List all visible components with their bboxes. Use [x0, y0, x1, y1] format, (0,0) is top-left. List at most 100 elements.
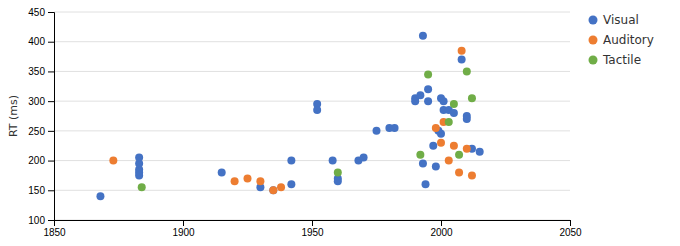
tick-label: 300	[28, 96, 45, 107]
tick-mark	[48, 220, 54, 221]
point	[432, 163, 440, 171]
point	[416, 91, 424, 99]
point	[424, 85, 432, 93]
tick-mark	[48, 71, 54, 72]
grid-line	[54, 160, 570, 161]
tick-label: 450	[28, 7, 45, 18]
point	[231, 177, 239, 185]
axis-line	[55, 221, 571, 227]
tick-label: 1900	[172, 227, 195, 238]
marks	[96, 32, 483, 200]
legend-marker	[589, 36, 598, 45]
point	[458, 47, 466, 55]
point	[432, 124, 440, 132]
tick-label: 2000	[430, 227, 453, 238]
point	[287, 157, 295, 165]
y-axis: 100150200250300350400450	[28, 7, 54, 226]
x-axis: 18501900195020002050	[43, 220, 582, 238]
point	[334, 177, 342, 185]
point	[422, 180, 430, 188]
point	[416, 151, 424, 159]
tick-mark	[48, 161, 54, 162]
point	[138, 183, 146, 191]
tick-mark	[441, 220, 442, 226]
point	[424, 97, 432, 105]
tick-label: 350	[28, 66, 45, 77]
point	[334, 168, 342, 176]
tick: 400	[28, 36, 54, 47]
tick: 250	[28, 126, 54, 137]
point	[463, 145, 471, 153]
tick: 1850	[43, 220, 66, 238]
tick: 450	[28, 7, 54, 18]
tick: 2000	[430, 220, 453, 238]
plot-area: 1850190019502000205010015020025030035040…	[28, 7, 582, 238]
point	[256, 177, 264, 185]
legend: Visual Auditory Tactile	[589, 13, 654, 67]
point	[463, 67, 471, 75]
tick-mark	[48, 190, 54, 191]
series	[138, 67, 476, 191]
point	[437, 139, 445, 147]
tick-mark	[183, 220, 184, 226]
point	[455, 151, 463, 159]
tick: 1950	[301, 220, 324, 238]
grid-line	[54, 101, 570, 102]
point	[476, 148, 484, 156]
tick-mark	[48, 131, 54, 132]
point	[96, 192, 104, 200]
grid-line	[54, 190, 570, 191]
point	[109, 157, 117, 165]
point	[329, 157, 337, 165]
legend-label: Visual	[603, 13, 639, 27]
point	[313, 106, 321, 114]
tick-mark	[570, 220, 571, 226]
tick: 1900	[172, 220, 195, 238]
axis-line	[48, 13, 55, 221]
tick-mark	[48, 12, 54, 13]
series	[96, 32, 483, 200]
point	[468, 171, 476, 179]
tick-label: 100	[28, 215, 45, 226]
tick: 200	[28, 155, 54, 166]
point	[450, 100, 458, 108]
point	[218, 168, 226, 176]
series	[109, 47, 476, 195]
point	[445, 157, 453, 165]
tick-mark	[48, 42, 54, 43]
grid-line	[54, 71, 570, 72]
point	[450, 109, 458, 117]
point	[463, 115, 471, 123]
point	[440, 97, 448, 105]
tick: 100	[28, 215, 54, 226]
point	[468, 94, 476, 102]
tick: 300	[28, 96, 54, 107]
point	[424, 70, 432, 78]
tick-label: 1850	[43, 227, 66, 238]
point	[244, 174, 252, 182]
legend-item: Auditory	[589, 33, 654, 47]
tick-mark	[312, 220, 313, 226]
legend-label: Tactile	[602, 53, 641, 67]
grid	[54, 12, 570, 220]
legend-item: Visual	[589, 13, 639, 27]
tick-mark	[48, 101, 54, 102]
legend-label: Auditory	[603, 33, 654, 47]
point	[419, 32, 427, 40]
tick-label: 1950	[301, 227, 324, 238]
point	[269, 186, 277, 194]
grid-line	[54, 12, 570, 13]
grid-line	[54, 130, 570, 131]
point	[135, 154, 143, 162]
tick-label: 400	[28, 36, 45, 47]
point	[269, 186, 277, 194]
point	[445, 118, 453, 126]
grid-line	[54, 41, 570, 42]
legend-item: Tactile	[589, 53, 642, 67]
point	[429, 142, 437, 150]
point	[135, 171, 143, 179]
point	[277, 183, 285, 191]
point	[391, 124, 399, 132]
point	[360, 154, 368, 162]
point	[373, 127, 381, 135]
